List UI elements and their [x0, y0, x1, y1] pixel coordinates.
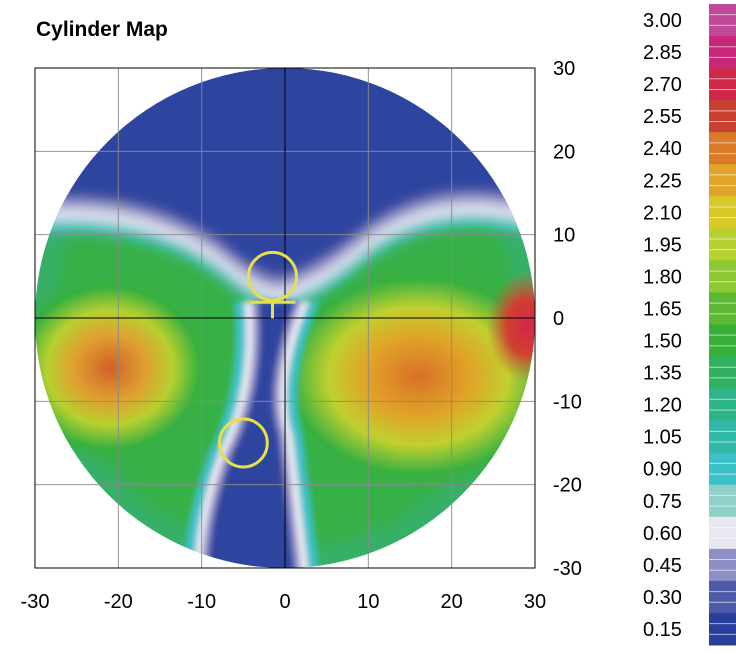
colorbar-swatch — [709, 196, 736, 229]
colorbar-swatch — [709, 324, 736, 358]
x-tick-label: 10 — [357, 591, 379, 613]
colorbar-tick-label: 3.00 — [643, 10, 682, 32]
x-tick-label: 30 — [524, 591, 546, 613]
colorbar-swatch — [709, 484, 736, 518]
colorbar-tick-label: 0.75 — [643, 491, 682, 513]
y-tick-label: -10 — [553, 391, 582, 413]
colorbar-tick-label: 1.95 — [643, 234, 682, 256]
channel-blue-core — [208, 301, 296, 568]
colorbar-tick-label: 1.35 — [643, 363, 682, 385]
colorbar-swatch — [709, 516, 736, 550]
colorbar-tick-label: 0.60 — [643, 523, 682, 545]
colorbar-tick-label: 2.70 — [643, 74, 682, 96]
marker-circle — [247, 250, 298, 302]
left-warm-lobe — [35, 273, 215, 463]
colorbar-tick-label: 2.25 — [643, 170, 682, 192]
y-tick-label: 10 — [553, 225, 575, 247]
colorbar-tick-label: 2.40 — [643, 138, 682, 160]
colorbar-tick-label: 1.65 — [643, 298, 682, 320]
colorbar-tick-label: 0.45 — [643, 555, 682, 577]
colorbar-swatch — [709, 164, 736, 197]
x-tick-label: 20 — [441, 591, 463, 613]
y-tick-label: -20 — [553, 475, 582, 497]
colorbar-swatch — [709, 388, 736, 422]
colorbar-swatch — [709, 580, 736, 614]
colorbar-swatch — [709, 4, 736, 37]
colorbar-swatch — [709, 356, 736, 390]
colorbar-swatch — [709, 612, 736, 646]
colorbar-tick-label: 0.30 — [643, 587, 682, 609]
y-tick-label: -30 — [553, 558, 582, 580]
y-tick-label: 30 — [553, 58, 575, 80]
colorbar-tick-label: 1.05 — [643, 427, 682, 449]
colorbar-tick-label: 1.50 — [643, 331, 682, 353]
axes: -30 -20 -10 0 10 20 30 30 20 10 0 -10 -20 -30 — [21, 58, 582, 613]
x-tick-label: -30 — [21, 591, 50, 613]
plot-area — [35, 68, 535, 568]
y-tick-label: 20 — [553, 141, 575, 163]
marker-circle-1 — [217, 417, 269, 469]
colorbar-tick-label: 2.85 — [643, 42, 682, 64]
colorbar-tick-label: 1.80 — [643, 266, 682, 288]
x-tick-label: -20 — [104, 591, 133, 613]
chart-title: Cylinder Map — [36, 18, 168, 41]
cylinder-disc — [35, 68, 535, 568]
x-tick-label: 0 — [279, 591, 290, 613]
colorbar-swatch — [709, 452, 736, 486]
warm-lobes — [35, 261, 535, 492]
colorbar-swatch — [709, 36, 736, 69]
colorbar-tick-label: 0.90 — [643, 459, 682, 481]
marker-circle-with-cross-0 — [247, 250, 298, 319]
colorbar-tick-label: 2.10 — [643, 202, 682, 224]
x-tick-label: -10 — [187, 591, 216, 613]
y-tick-label: 0 — [553, 308, 564, 330]
colorbar-swatch — [709, 100, 736, 133]
colorbar-swatch — [709, 420, 736, 454]
marker-circle — [217, 417, 269, 469]
colorbar-swatch — [709, 548, 736, 582]
colorbar-swatch — [709, 260, 736, 293]
colorbar-tick-label: 0.15 — [643, 619, 682, 641]
colorbar: 3.00 2.85 2.70 2.55 2.40 2.25 2.10 1.95 1.80 1.65… — [643, 4, 736, 646]
colorbar-swatch — [709, 228, 736, 261]
right-edge-peak — [486, 271, 535, 382]
colorbar-tick-label: 1.20 — [643, 395, 682, 417]
colorbar-tick-label: 2.55 — [643, 106, 682, 128]
plot-frame — [34, 67, 536, 569]
colorbar-swatch — [709, 132, 736, 165]
colorbar-swatch — [709, 292, 736, 325]
colorbar-swatch — [709, 68, 736, 101]
